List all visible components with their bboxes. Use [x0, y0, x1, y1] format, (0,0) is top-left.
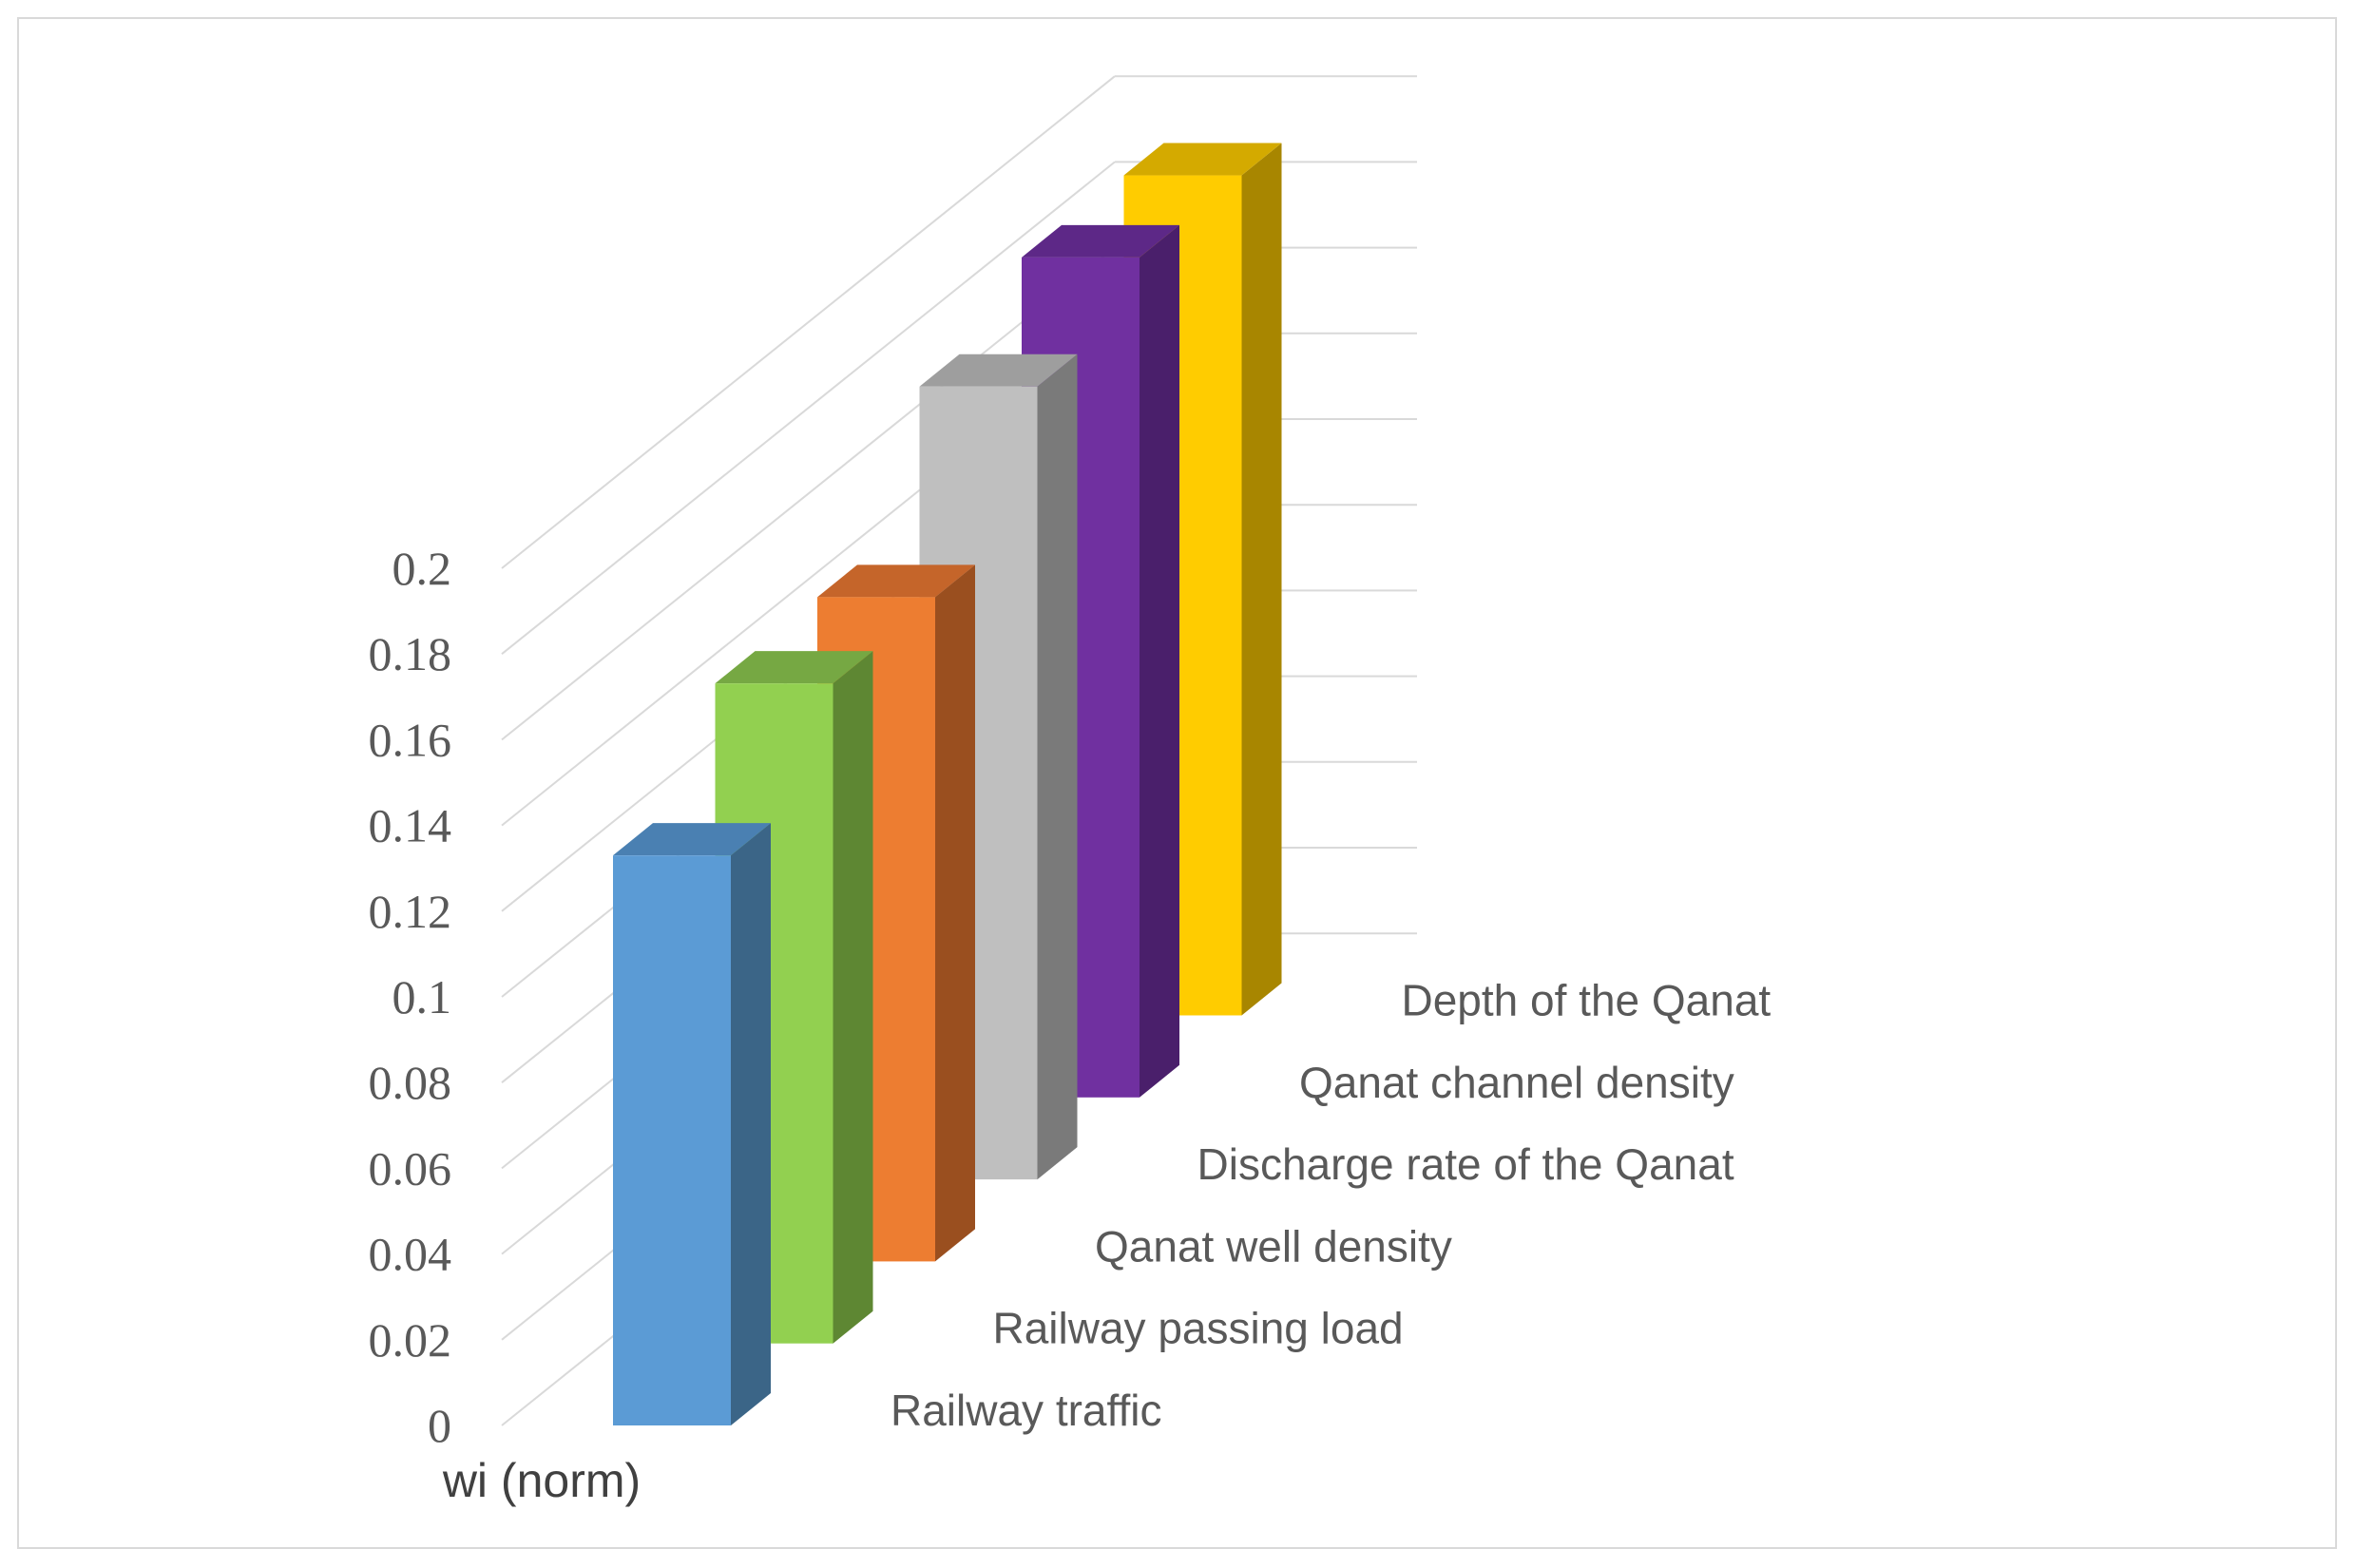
bar-side — [935, 564, 975, 1262]
bar — [613, 823, 771, 1425]
category-label: Depth of the Qanat — [1402, 976, 1772, 1025]
category-label: Railway traffic — [891, 1386, 1161, 1435]
gridline-diagonal — [501, 75, 1116, 569]
y-tick-label: 0.08 — [369, 1056, 452, 1109]
bar-front — [613, 855, 731, 1425]
bar-side — [1037, 354, 1078, 1180]
bar-top — [715, 651, 873, 684]
y-tick-label: 0.1 — [393, 970, 452, 1023]
y-tick-label: 0.02 — [369, 1313, 452, 1367]
y-tick-label: 0.14 — [369, 799, 452, 852]
bars — [613, 143, 1282, 1425]
bar-side — [1241, 143, 1282, 1016]
y-tick-label: 0.2 — [393, 542, 452, 595]
bar-side — [731, 823, 771, 1425]
category-label: Qanat well density — [1095, 1221, 1452, 1271]
gridline-diagonal — [501, 161, 1116, 655]
gridline-diagonal — [501, 246, 1116, 741]
category-label: Railway passing load — [993, 1304, 1404, 1353]
bar-chart-3d: 00.020.040.060.080.10.120.140.160.180.2 … — [369, 75, 1771, 1507]
bar-top — [613, 823, 771, 856]
category-labels: Depth of the Qanat Qanat channel density D… — [891, 976, 1771, 1436]
bar-top — [1022, 224, 1179, 258]
y-tick-label: 0.16 — [369, 713, 452, 766]
bar-top — [1123, 143, 1282, 176]
y-tick-label: 0.18 — [369, 627, 452, 680]
y-tick-label: 0.04 — [369, 1228, 452, 1281]
y-tick-label: 0.12 — [369, 885, 452, 938]
category-label: Qanat channel density — [1299, 1058, 1734, 1107]
bar-side — [1140, 224, 1179, 1098]
y-tick-label: 0 — [428, 1399, 451, 1452]
y-axis: 0 0.02 0.04 0.06 0.08 0.1 0.12 0.14 0.16 0.18 0.2 — [369, 542, 452, 1452]
bar-top — [817, 564, 975, 598]
y-tick-label: 0.06 — [369, 1141, 452, 1195]
chart-frame: 0 0.02 0.04 0.06 0.08 0.1 0.12 0.14 0.16 0.18 0.2 … — [17, 17, 2337, 1549]
bar-top — [919, 354, 1078, 387]
bar-side — [833, 651, 873, 1344]
category-label: Discharge rate of the Qanat — [1197, 1139, 1734, 1189]
series-label-group: wi (norm) — [442, 1454, 641, 1507]
series-label: wi (norm) — [442, 1454, 641, 1507]
